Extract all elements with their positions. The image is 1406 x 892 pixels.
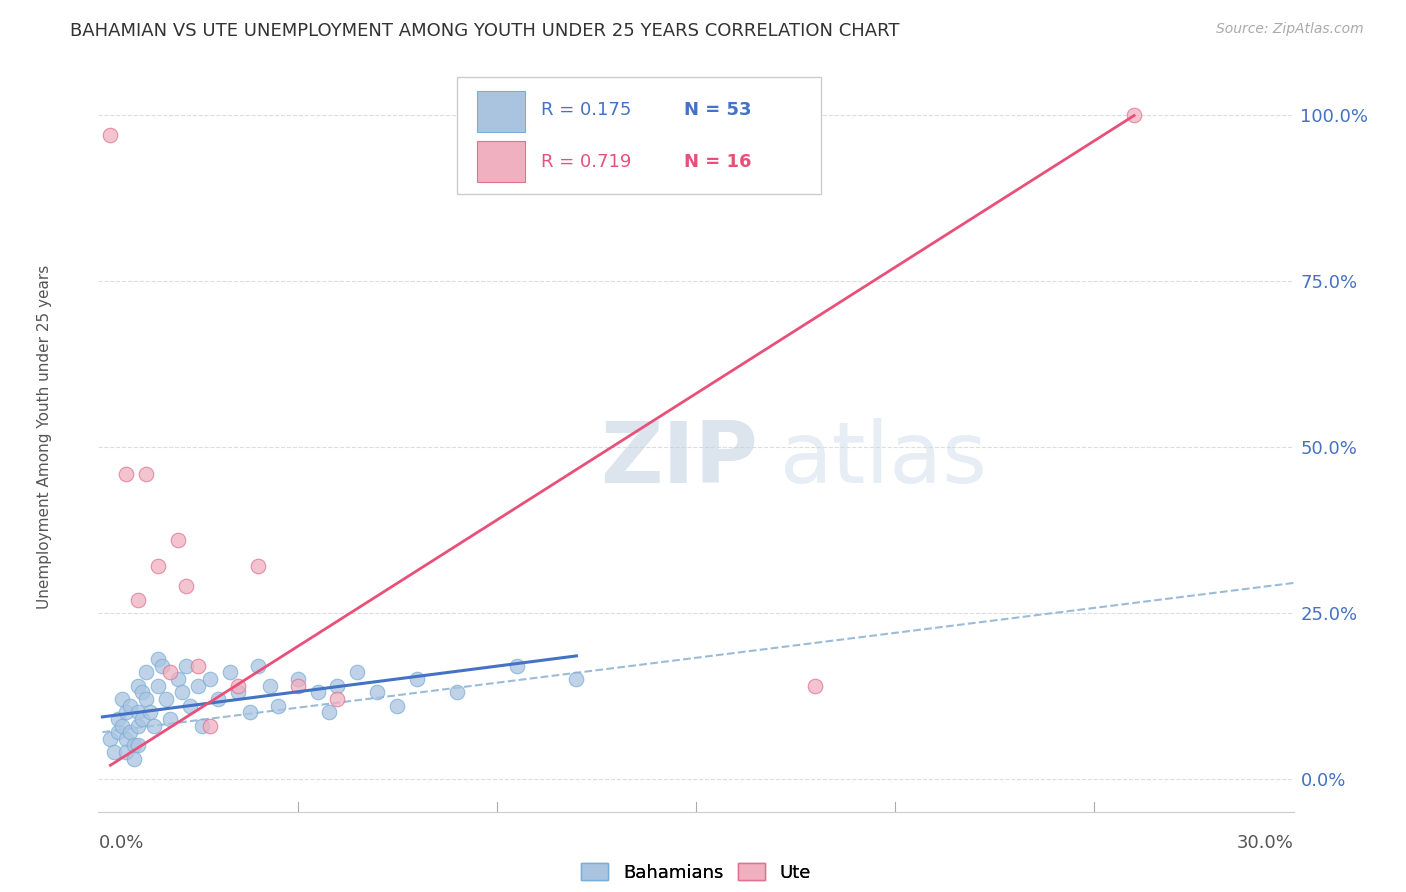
Point — [107, 725, 129, 739]
Point — [804, 679, 827, 693]
Point — [148, 652, 170, 666]
Point — [155, 692, 177, 706]
Point — [226, 685, 249, 699]
Point — [1123, 108, 1146, 122]
Point — [167, 672, 190, 686]
Point — [148, 559, 170, 574]
Point — [131, 685, 153, 699]
Point — [198, 672, 221, 686]
Point — [100, 128, 122, 143]
Point — [131, 712, 153, 726]
Point — [124, 739, 146, 753]
Point — [115, 705, 138, 719]
Point — [385, 698, 409, 713]
Point — [135, 692, 157, 706]
Point — [172, 685, 194, 699]
Point — [565, 672, 588, 686]
Point — [115, 731, 138, 746]
Point — [326, 679, 349, 693]
Point — [366, 685, 388, 699]
Point — [127, 705, 149, 719]
Point — [226, 679, 249, 693]
Point — [259, 679, 281, 693]
Point — [446, 685, 468, 699]
Point — [120, 725, 142, 739]
Point — [191, 718, 214, 732]
Point — [127, 679, 149, 693]
FancyBboxPatch shape — [457, 78, 821, 194]
Point — [159, 712, 181, 726]
Point — [100, 731, 122, 746]
Point — [326, 692, 349, 706]
Point — [287, 679, 309, 693]
Bar — [477, 91, 524, 132]
Point — [103, 745, 125, 759]
Text: N = 53: N = 53 — [685, 101, 752, 119]
Text: 0.0%: 0.0% — [98, 834, 143, 852]
Text: ZIP: ZIP — [600, 418, 758, 501]
Point — [139, 705, 162, 719]
Point — [150, 658, 173, 673]
Point — [287, 672, 309, 686]
Point — [406, 672, 429, 686]
Point — [115, 467, 138, 481]
Text: R = 0.175: R = 0.175 — [540, 101, 631, 119]
Point — [187, 658, 209, 673]
Point — [115, 745, 138, 759]
Point — [107, 712, 129, 726]
Text: Unemployment Among Youth under 25 years: Unemployment Among Youth under 25 years — [37, 265, 52, 609]
Point — [111, 692, 134, 706]
Legend: Bahamians, Ute: Bahamians, Ute — [574, 856, 818, 888]
Point — [246, 658, 269, 673]
Text: BAHAMIAN VS UTE UNEMPLOYMENT AMONG YOUTH UNDER 25 YEARS CORRELATION CHART: BAHAMIAN VS UTE UNEMPLOYMENT AMONG YOUTH… — [70, 22, 900, 40]
Point — [124, 752, 146, 766]
Point — [246, 559, 269, 574]
Text: Source: ZipAtlas.com: Source: ZipAtlas.com — [1216, 22, 1364, 37]
Point — [111, 718, 134, 732]
Text: R = 0.719: R = 0.719 — [540, 153, 631, 171]
Point — [307, 685, 329, 699]
Point — [179, 698, 201, 713]
Point — [207, 692, 229, 706]
Point — [127, 739, 149, 753]
Bar — [477, 141, 524, 182]
Point — [143, 718, 166, 732]
Point — [159, 665, 181, 680]
Point — [135, 665, 157, 680]
Point — [174, 658, 197, 673]
Point — [187, 679, 209, 693]
Point — [148, 679, 170, 693]
Point — [127, 592, 149, 607]
Text: N = 16: N = 16 — [685, 153, 752, 171]
Point — [318, 705, 340, 719]
Point — [219, 665, 242, 680]
Point — [239, 705, 262, 719]
Point — [506, 658, 529, 673]
Point — [135, 467, 157, 481]
Point — [198, 718, 221, 732]
Point — [120, 698, 142, 713]
Text: atlas: atlas — [779, 418, 987, 501]
Point — [174, 579, 197, 593]
Point — [267, 698, 290, 713]
Point — [167, 533, 190, 547]
Point — [127, 718, 149, 732]
Text: 30.0%: 30.0% — [1237, 834, 1294, 852]
Point — [346, 665, 368, 680]
